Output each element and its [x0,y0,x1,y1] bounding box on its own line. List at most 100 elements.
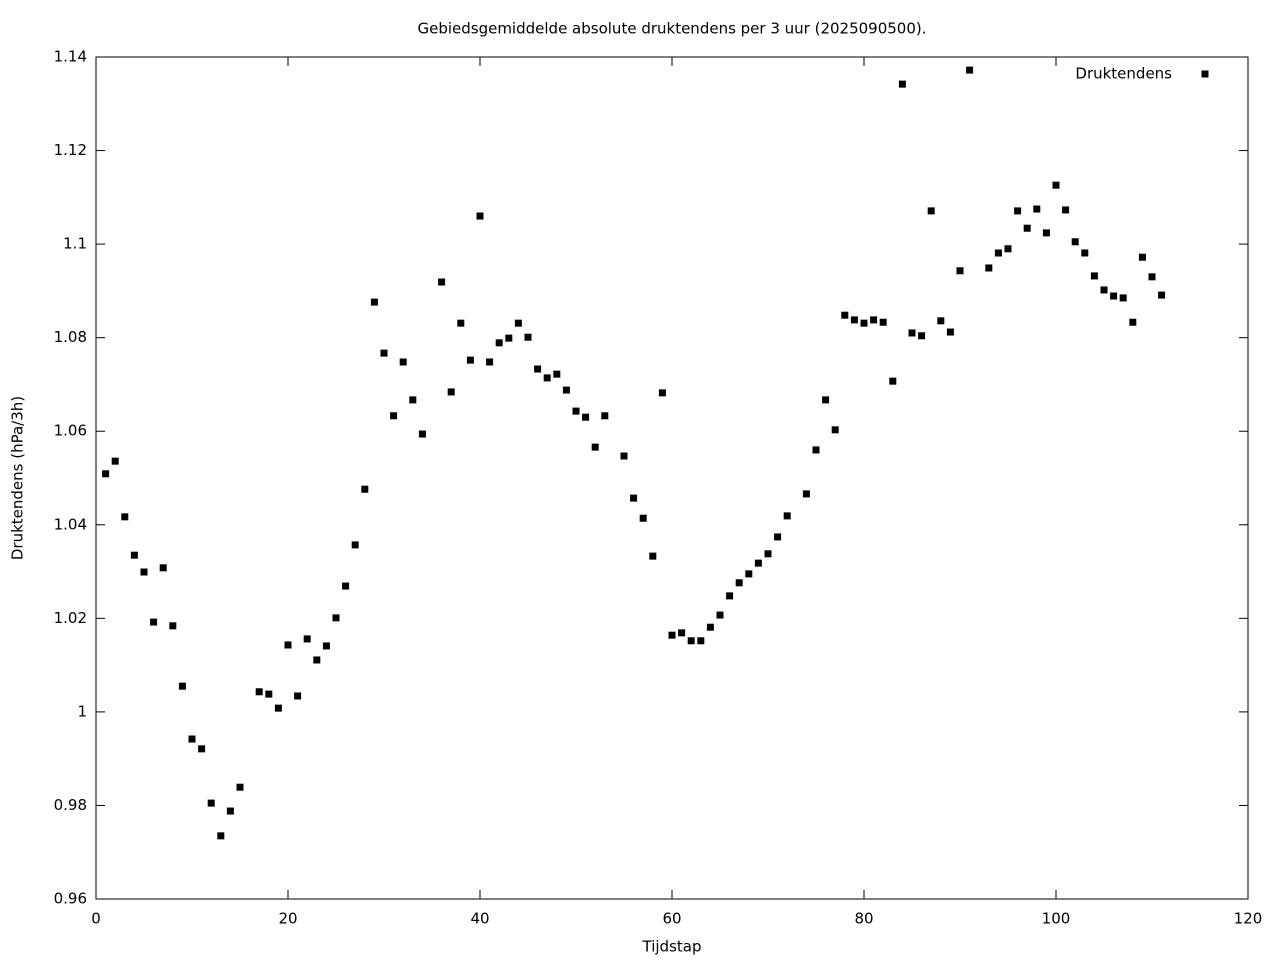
scatter-point [399,358,407,366]
scatter-point [764,550,772,558]
scatter-point [130,551,138,559]
x-tick-label: 100 [1042,910,1071,928]
scatter-point [121,513,129,521]
scatter-point [322,642,330,650]
scatter-point [409,396,417,404]
scatter-point [735,579,743,587]
scatter-point [802,490,810,498]
x-axis-label: Tijdstap [642,938,702,956]
scatter-point [898,80,906,88]
x-tick-label: 40 [470,910,489,928]
scatter-point [639,514,647,522]
scatter-point [169,622,177,630]
y-axis-label: Druktendens (hPa/3h) [9,396,27,560]
y-tick-label: 1 [77,702,87,720]
scatter-point [543,374,551,382]
y-tick-label: 1.12 [54,141,87,159]
scatter-point [985,264,993,272]
scatter-point [1042,229,1050,237]
scatter-point [716,611,724,619]
scatter-point [946,328,954,336]
scatter-point [313,656,321,664]
scatter-point [361,485,369,493]
scatter-point [1004,245,1012,253]
scatter-point [1071,238,1079,246]
scatter-point [774,533,782,541]
scatter-point [390,412,398,420]
scatter-point [687,637,695,645]
scatter-point [438,278,446,286]
scatter-point [207,799,215,807]
scatter-point [1158,291,1166,299]
scatter-point [178,682,186,690]
scatter-point [486,358,494,366]
scatter-point [1052,181,1060,189]
scatter-point [1081,249,1089,257]
legend-label: Druktendens [1075,65,1172,83]
scatter-point [342,582,350,590]
scatter-point [822,396,830,404]
y-tick-label: 0.96 [54,890,87,908]
scatter-point [630,494,638,502]
scatter-point [889,377,897,385]
scatter-point [1033,205,1041,213]
y-tick-label: 1.06 [54,422,87,440]
y-tick-label: 1.02 [54,609,87,627]
scatter-point [726,592,734,600]
scatter-point [783,512,791,520]
scatter-point [198,745,206,753]
scatter-point [927,207,935,215]
scatter-point [534,365,542,373]
scatter-point [294,692,302,700]
scatter-point [841,311,849,319]
x-tick-label: 0 [91,910,101,928]
scatter-point [226,807,234,815]
x-tick-label: 60 [662,910,681,928]
chart-title: Gebiedsgemiddelde absolute druktendens p… [417,20,926,38]
scatter-point [918,332,926,340]
scatter-point [1148,273,1156,281]
scatter-point [447,388,455,396]
scatter-point [1023,224,1031,232]
scatter-point [188,735,196,743]
scatter-point [956,267,964,275]
scatter-point [850,316,858,324]
scatter-point [812,446,820,454]
legend-marker [1201,70,1209,78]
scatter-point [505,334,513,342]
scatter-point [150,618,158,626]
scatter-point [1110,292,1118,300]
scatter-point [236,783,244,791]
scatter-point [582,413,590,421]
scatter-point [274,704,282,712]
scatter-point [370,298,378,306]
scatter-point [418,430,426,438]
scatter-point [332,614,340,622]
scatter-point [466,356,474,364]
scatter-point [678,629,686,637]
scatter-point [140,568,148,576]
scatter-point [255,688,263,696]
scatter-point [351,541,359,549]
scatter-point [102,470,110,478]
y-tick-label: 1.14 [54,48,87,66]
scatter-point [265,690,273,698]
scatter-point [1090,272,1098,280]
y-tick-label: 1.04 [54,515,87,533]
scatter-point [1100,286,1108,294]
scatter-point [697,637,705,645]
scatter-point [879,318,887,326]
scatter-point [706,623,714,631]
scatter-point [601,412,609,420]
scatter-point [668,631,676,639]
scatter-point [514,319,522,327]
scatter-point [217,832,225,840]
scatter-point [380,349,388,357]
x-tick-label: 80 [854,910,873,928]
scatter-point [908,329,916,337]
scatter-point [572,407,580,415]
scatter-point [1129,318,1137,326]
scatter-point [1119,294,1127,302]
